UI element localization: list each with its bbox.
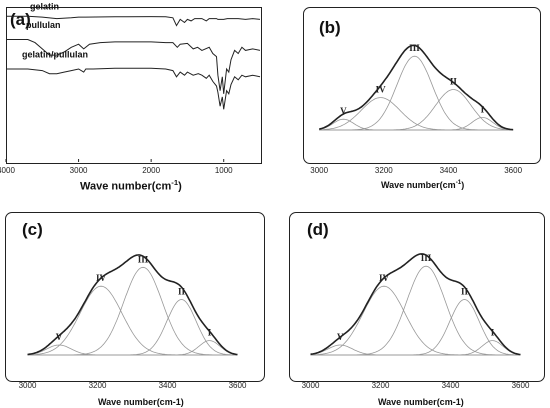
peak-label-V: V	[340, 106, 347, 116]
panel-label-c: (c)	[22, 220, 43, 239]
panel-label-a: (a)	[10, 10, 31, 29]
chart-panel-b: (b) Wave number(cm-1) V IV III II I 3000 3200 3…	[283, 0, 550, 200]
x-tick-label: 3200	[375, 166, 393, 175]
envelope-curve	[27, 254, 238, 356]
x-tick-label: 2000	[142, 166, 160, 175]
x-axis-label-b: Wave number(cm-1)	[381, 179, 465, 190]
peak-curve-V	[27, 344, 238, 356]
x-tick-label: 3400	[440, 166, 458, 175]
series-label-pullulan: pullulan	[26, 20, 61, 30]
plot-frame-b	[303, 7, 541, 164]
panel-label-d: (d)	[307, 220, 329, 239]
x-tick-label: 3000	[19, 381, 37, 390]
peak-curve-IV	[310, 285, 521, 356]
plot-frame-d	[289, 212, 545, 382]
series-line-gelatin-pullulan	[6, 67, 261, 110]
series-label-gelatin: gelatin	[30, 1, 59, 11]
x-axis-label-a: Wave number(cm-1)	[80, 178, 182, 193]
panel-label-b: (b)	[319, 18, 341, 37]
peak-label-I: I	[481, 104, 485, 114]
x-axis-label-c: Wave number(cm-1)	[98, 397, 184, 407]
series-line-gelatin	[6, 15, 261, 27]
series-line-pullulan	[6, 39, 261, 94]
peak-curve-V	[310, 344, 521, 356]
peak-label-II: II	[178, 287, 186, 297]
peak-label-II: II	[450, 77, 458, 87]
x-tick-label: 3000	[310, 166, 328, 175]
peak-label-II: II	[461, 287, 469, 297]
x-tick-label: 3200	[89, 381, 107, 390]
x-tick-label: 3600	[504, 166, 522, 175]
x-tick-label: 4000	[0, 166, 15, 175]
peak-label-III: III	[421, 253, 432, 263]
x-tick-label: 3600	[512, 381, 530, 390]
x-tick-label: 3600	[229, 381, 247, 390]
envelope-curve	[319, 44, 514, 131]
peak-curve-IV	[27, 285, 238, 356]
x-tick-label: 3000	[302, 381, 320, 390]
x-tick-label: 1000	[215, 166, 233, 175]
series-label-gelatin-pullulan: gelatin/pullulan	[22, 49, 88, 59]
envelope-curve	[310, 253, 521, 356]
peak-curve-I	[319, 117, 514, 131]
peak-label-IV: IV	[376, 85, 387, 95]
peak-curve-I	[27, 340, 238, 356]
peak-curve-I	[310, 340, 521, 356]
peak-label-III: III	[138, 254, 149, 264]
chart-panel-c: (c) Wave number(cm-1) V IV III II I 3000 3200 3…	[0, 208, 268, 408]
peak-label-V: V	[56, 332, 63, 342]
peak-label-III: III	[409, 43, 420, 53]
chart-panel-d: (d) Wave number(cm-1) V IV III II I 3000 3200 3…	[283, 208, 550, 408]
peak-curve-III	[319, 55, 514, 131]
plot-area-a: gelatin pullulan gelatin/pullulan 4000 3000 2…	[0, 1, 261, 175]
chart-panel-a: (a) Wave number(cm-1) gelatin pullulan gel…	[0, 0, 268, 200]
x-axis-label-d: Wave number(cm-1)	[378, 397, 464, 407]
x-tick-label: 3000	[70, 166, 88, 175]
x-tick-label: 3400	[442, 381, 460, 390]
x-tick-label: 3200	[372, 381, 390, 390]
x-tick-label: 3400	[159, 381, 177, 390]
